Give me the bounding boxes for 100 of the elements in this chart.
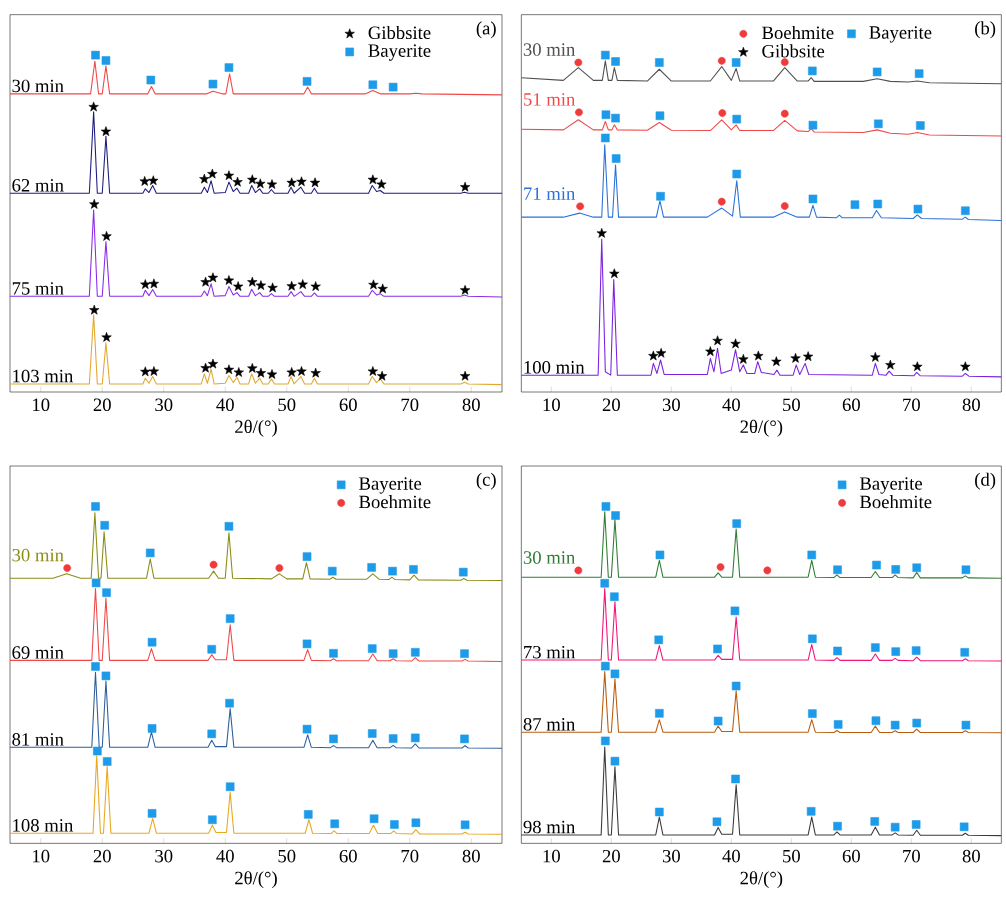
point (148, 278, 159, 289)
point (808, 634, 817, 644)
point (732, 519, 742, 528)
series-label: 100 min (524, 360, 585, 374)
point (460, 820, 470, 830)
point (302, 552, 312, 561)
legend-label: Gibbsite (762, 44, 825, 58)
point (730, 606, 740, 616)
point (296, 366, 307, 376)
point (267, 282, 278, 293)
point (147, 637, 157, 647)
x-tick-label: 50 (783, 398, 800, 412)
series-label: 87 min (523, 717, 576, 731)
point (654, 635, 664, 645)
point (296, 176, 307, 187)
series-label: 30 min (523, 43, 576, 56)
legend-label: Boehmite (762, 25, 834, 40)
point (713, 644, 722, 654)
point (655, 709, 664, 718)
series-label: 62 min (12, 179, 64, 192)
point (850, 200, 860, 209)
point (458, 567, 468, 577)
point (304, 810, 313, 819)
point (717, 56, 726, 65)
legend-label: Bayerite (368, 44, 431, 61)
text: (b) (975, 21, 996, 39)
point (225, 614, 235, 623)
point (712, 817, 722, 827)
legend-label: Bayerite (869, 26, 932, 43)
point (145, 548, 155, 558)
x-tick-label: 30 (662, 849, 680, 863)
point (730, 338, 741, 349)
point (388, 649, 398, 658)
point (101, 332, 112, 342)
series-label: 30 min (12, 79, 64, 93)
point (780, 109, 789, 118)
x-tick-label: 20 (602, 398, 620, 412)
point (91, 50, 100, 60)
text: (a) (476, 21, 496, 39)
point (225, 782, 235, 792)
series-label: 81 min (12, 733, 64, 746)
point (611, 154, 621, 163)
point (576, 202, 585, 211)
point (100, 126, 112, 136)
point (101, 231, 112, 241)
point (960, 648, 970, 657)
point (266, 369, 278, 379)
x-tick-label: 60 (842, 398, 860, 412)
point (891, 647, 901, 656)
point (310, 367, 321, 378)
series-label: 103 min (13, 369, 74, 383)
point (140, 279, 151, 289)
x-tick-label: 20 (602, 849, 620, 863)
point (377, 283, 388, 294)
point (911, 646, 921, 655)
point (376, 370, 388, 381)
x-axis-title: 2θ/(°) (740, 871, 783, 889)
point (870, 351, 881, 362)
point (601, 502, 611, 511)
point (912, 361, 923, 372)
series-label: 69 min (12, 646, 64, 659)
point (63, 564, 72, 572)
point (806, 807, 816, 816)
x-tick-label: 10 (543, 849, 560, 863)
point (808, 66, 817, 76)
point (871, 643, 880, 652)
series-label: 30 min (12, 548, 64, 562)
point (329, 649, 338, 658)
point (368, 80, 378, 90)
point (890, 822, 900, 832)
point (140, 366, 151, 377)
point (367, 644, 377, 653)
point (780, 202, 789, 210)
point (961, 206, 970, 216)
point (209, 560, 218, 569)
point (808, 120, 818, 130)
point (367, 729, 377, 738)
point (705, 346, 716, 356)
point (266, 179, 278, 189)
legend-label: Boehmite (859, 495, 932, 509)
point (575, 108, 583, 117)
point (89, 304, 100, 315)
series-label: 71 min (524, 187, 576, 200)
point (732, 169, 742, 179)
point (411, 648, 420, 657)
legend-label: Bayerite (359, 477, 422, 494)
point (460, 370, 471, 381)
point (655, 111, 665, 121)
x-axis-title: 2θ/(°) (235, 419, 277, 437)
x-tick-label: 70 (401, 398, 419, 412)
point (601, 661, 610, 671)
point (310, 281, 321, 291)
point (223, 170, 235, 181)
point (611, 113, 620, 123)
series-label: 30 min (523, 551, 576, 564)
point (147, 809, 157, 818)
point (460, 649, 469, 658)
point (286, 280, 297, 291)
point (460, 181, 471, 192)
point (88, 101, 99, 112)
